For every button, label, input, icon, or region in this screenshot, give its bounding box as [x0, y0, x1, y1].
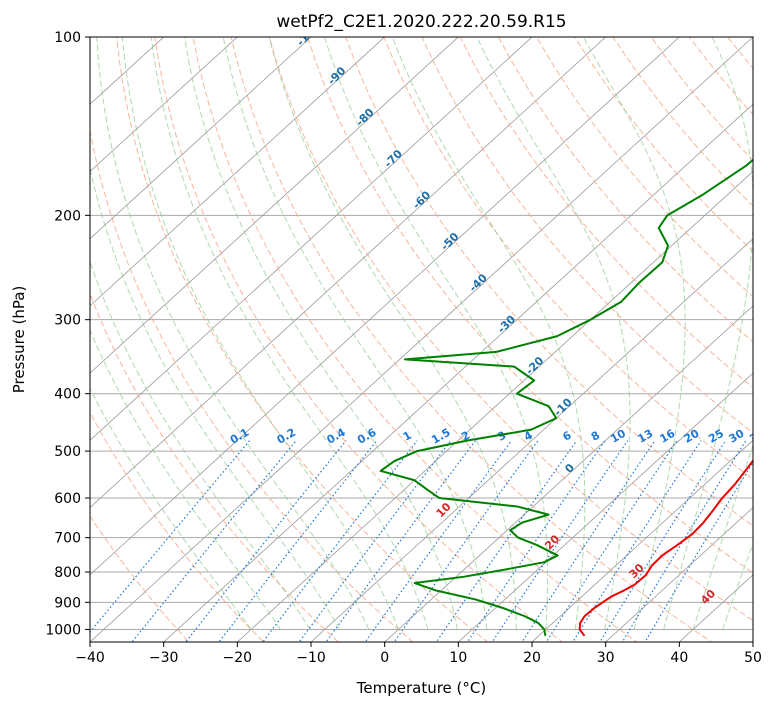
x-tick-label: 20	[523, 650, 541, 666]
dry-adiabat-line	[90, 411, 265, 642]
x-tick-label: −10	[296, 650, 326, 666]
mixing-ratio-label: 36	[747, 427, 767, 446]
dry-adiabat-line	[306, 37, 753, 574]
isotherm-line	[457, 372, 753, 642]
dewpoint-line	[379, 158, 753, 636]
dry-adiabat-lines	[90, 37, 753, 642]
x-tick-label: 10	[449, 650, 467, 666]
x-tick-label: 30	[597, 650, 615, 666]
moist-adiabat-line	[90, 165, 340, 630]
dry-adiabat-line	[192, 37, 638, 642]
isotherm-line	[236, 170, 753, 642]
dry-adiabat-line	[90, 292, 339, 642]
mixing-ratio-line	[262, 440, 418, 642]
isotherm-line	[90, 37, 312, 240]
moist-adiabat-line	[150, 37, 429, 630]
isotherm-label: -100	[294, 20, 323, 49]
pressure-gridlines	[90, 37, 753, 630]
x-axis-ticks: −40 −30 −20 −10 0 10 20 30 40 50	[75, 642, 762, 666]
y-tick-label: 200	[54, 208, 81, 224]
x-tick-label: −20	[223, 650, 253, 666]
mixing-ratio-line	[218, 440, 378, 642]
isotherm-line	[90, 37, 533, 441]
plot-frame	[89, 36, 754, 643]
y-axis-ticks: 100 200 300 400 500 600 700 800 900 1000	[45, 30, 90, 638]
moist-adiabat-line	[90, 329, 281, 630]
mixing-ratio-line	[644, 461, 753, 642]
y-tick-label: 700	[54, 531, 81, 547]
isotherm-line	[90, 37, 238, 172]
dry-adiabat-line	[90, 127, 414, 642]
mixing-ratio-line	[545, 440, 678, 642]
moist-adiabat-line	[391, 37, 586, 630]
chart-title: wetPf2_C2E1.2020.222.20.59.R15	[276, 12, 566, 32]
isotherm-line	[531, 439, 753, 642]
dry-adiabat-line	[230, 37, 713, 642]
x-tick-label: −30	[149, 650, 179, 666]
isotherm-line	[310, 238, 753, 642]
dry-adiabat-line	[383, 37, 753, 480]
isotherm-line	[90, 37, 680, 576]
moist-adiabat-line	[476, 37, 631, 630]
y-axis-label: Pressure (hPa)	[10, 286, 28, 394]
isotherm-line	[605, 507, 753, 642]
dry-adiabat-line	[345, 37, 753, 527]
mixing-ratio-line	[393, 440, 539, 642]
moist-adiabat-lines	[90, 37, 753, 630]
x-axis-label: Temperature (°C)	[356, 679, 486, 697]
moist-adiabat-line	[268, 37, 517, 630]
dry-adiabat-line	[90, 515, 190, 642]
x-tick-label: −40	[75, 650, 105, 666]
isotherm-line	[163, 103, 753, 642]
x-tick-label: 40	[670, 650, 688, 666]
y-tick-label: 500	[54, 444, 81, 460]
moist-adiabat-line	[222, 37, 488, 630]
isotherm-line	[90, 37, 753, 642]
y-tick-label: 800	[54, 565, 81, 581]
mixing-ratio-line	[621, 440, 747, 642]
y-tick-label: 1000	[45, 622, 81, 638]
mixing-ratio-line	[466, 440, 606, 642]
plot-area: 0.10.20.40.611.52346810131620253036-100-…	[90, 20, 767, 642]
moist-adiabat-line	[324, 37, 549, 630]
mixing-ratio-lines	[90, 440, 753, 642]
moist-adiabat-line	[90, 259, 311, 630]
dry-adiabat-line	[497, 37, 753, 343]
mixing-ratio-line	[131, 440, 297, 642]
moist-adiabat-line	[121, 37, 399, 630]
y-tick-label: 600	[54, 491, 81, 507]
moist-adiabat-line	[582, 37, 686, 630]
dry-adiabat-line	[459, 37, 753, 388]
y-tick-label: 100	[54, 30, 81, 46]
y-tick-label: 300	[54, 313, 81, 329]
mixing-ratio-line	[364, 440, 513, 642]
isotherm-line	[90, 37, 607, 509]
x-tick-label: 0	[380, 650, 389, 666]
mixing-ratio-line	[572, 440, 702, 642]
mixing-ratio-line	[90, 440, 251, 634]
y-tick-label: 900	[54, 595, 81, 611]
mixing-ratio-line	[521, 440, 656, 642]
mixing-ratio-line	[185, 440, 347, 642]
x-tick-label: 50	[744, 650, 762, 666]
y-tick-label: 400	[54, 387, 81, 403]
moist-adiabat-line	[90, 386, 252, 630]
mixing-ratio-line	[491, 440, 629, 642]
dry-adiabat-line	[268, 37, 753, 622]
dry-adiabat-line	[116, 37, 489, 642]
isotherm-line	[384, 305, 753, 642]
moist-adiabat-line	[96, 37, 370, 630]
isotherm-line	[90, 37, 459, 374]
